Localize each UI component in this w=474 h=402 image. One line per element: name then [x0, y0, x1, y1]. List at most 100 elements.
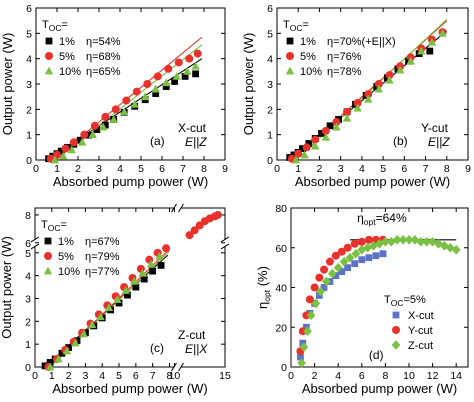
x-tick-label: 7	[150, 370, 156, 382]
y-tick-label: 4	[25, 271, 31, 283]
y-tick-label: 4	[267, 54, 273, 66]
data-point	[332, 272, 340, 279]
data-point	[294, 149, 303, 158]
data-point	[151, 84, 160, 93]
data-point	[297, 353, 304, 361]
data-point	[149, 267, 157, 275]
data-point	[162, 244, 171, 253]
data-point	[315, 273, 324, 282]
legend-entry: Y-cut	[408, 325, 433, 337]
data-point	[374, 80, 383, 88]
x-tick-label: 2	[317, 163, 323, 175]
x-tick-label: 12	[427, 370, 439, 382]
cut-label: X-cut	[178, 121, 207, 135]
data-point	[171, 78, 178, 85]
x-tick-label: 8	[167, 370, 173, 382]
data-point	[302, 143, 311, 152]
x-tick-label: 9	[222, 163, 228, 175]
series-10%	[50, 61, 200, 164]
legend-entry: 5%	[59, 51, 75, 63]
x-axis-label: Absorbed pump power (W)	[53, 174, 208, 189]
x-tick-label: 9	[465, 163, 471, 175]
data-point	[395, 65, 405, 74]
data-point	[67, 145, 76, 154]
data-point	[365, 254, 373, 262]
x-tick-label: 2	[75, 163, 81, 175]
data-point	[321, 132, 331, 141]
data-point	[290, 151, 298, 159]
polarization-label: E||X	[185, 342, 208, 356]
data-point	[113, 295, 122, 304]
data-point	[386, 236, 396, 247]
legend-marker	[285, 66, 295, 75]
y-axis-label: ηopt (%)	[255, 266, 272, 309]
data-point	[385, 71, 394, 80]
y-tick-label: 0	[281, 362, 287, 374]
x-axis-label: Absorbed pump power (W)	[295, 174, 450, 189]
x-tick-label: 8	[201, 163, 207, 175]
data-point	[172, 72, 181, 80]
data-point	[124, 291, 131, 299]
data-point	[332, 122, 341, 131]
data-point	[121, 286, 130, 294]
legend-entry: 1%	[58, 236, 74, 248]
data-point	[385, 75, 394, 84]
data-point	[298, 327, 307, 336]
x-tick-label: 0	[274, 163, 280, 175]
x-axis-label: Absorbed pump power (W)	[52, 381, 207, 396]
legend-entry: 10%	[300, 66, 322, 78]
x-tick-label: 4	[99, 370, 105, 382]
data-point	[331, 251, 340, 260]
data-point	[375, 238, 384, 249]
data-point	[374, 84, 384, 93]
y-tick-label: 6	[267, 3, 273, 15]
data-point	[311, 135, 320, 144]
y-tick-label: 80	[275, 203, 287, 215]
legend-marker	[45, 37, 53, 45]
y-tick-label: 3	[26, 79, 32, 91]
data-point	[364, 235, 373, 244]
x-tick-label: 10	[169, 370, 181, 382]
data-point	[162, 83, 170, 90]
data-point	[191, 61, 200, 70]
data-point	[146, 259, 156, 268]
series-10%	[291, 28, 447, 164]
data-point	[93, 126, 101, 133]
data-point	[157, 261, 165, 269]
x-tick-label: 3	[338, 163, 344, 175]
cut-label: Z-cut	[178, 328, 206, 342]
x-tick-label: 2	[66, 370, 72, 382]
data-point	[76, 136, 84, 144]
x-tick-label: 8	[444, 163, 450, 175]
data-point	[297, 358, 307, 368]
x-tick-label: 2	[312, 370, 318, 382]
legend-eta: η=76%	[327, 51, 362, 63]
data-point	[78, 137, 87, 146]
data-point	[320, 284, 328, 291]
data-point	[337, 247, 346, 256]
data-point	[132, 283, 140, 291]
x-tick-label: 4	[117, 163, 123, 175]
legend-eta: η=65%	[86, 66, 121, 78]
data-point	[58, 349, 66, 357]
x-tick-label: 4	[335, 370, 341, 382]
x-tick-label: 1	[295, 163, 301, 175]
data-point	[353, 99, 362, 107]
data-point	[54, 354, 63, 363]
legend-eta: η=77%	[85, 266, 120, 278]
y-tick-label: 6	[26, 3, 32, 15]
y-axis-label: Output power (W)	[0, 236, 14, 339]
data-point	[104, 303, 114, 312]
y-tick-label: 1	[267, 130, 273, 142]
x-tick-label: 5	[116, 370, 122, 382]
data-point	[379, 250, 387, 258]
data-point	[79, 329, 88, 338]
data-point	[153, 72, 162, 81]
data-point	[174, 58, 183, 67]
data-point	[327, 268, 337, 279]
legend-eta: η=70%(+E||X)	[327, 36, 396, 48]
x-tick-label: 7	[423, 163, 429, 175]
x-axis-break-mark	[178, 203, 184, 213]
data-point	[326, 122, 334, 130]
